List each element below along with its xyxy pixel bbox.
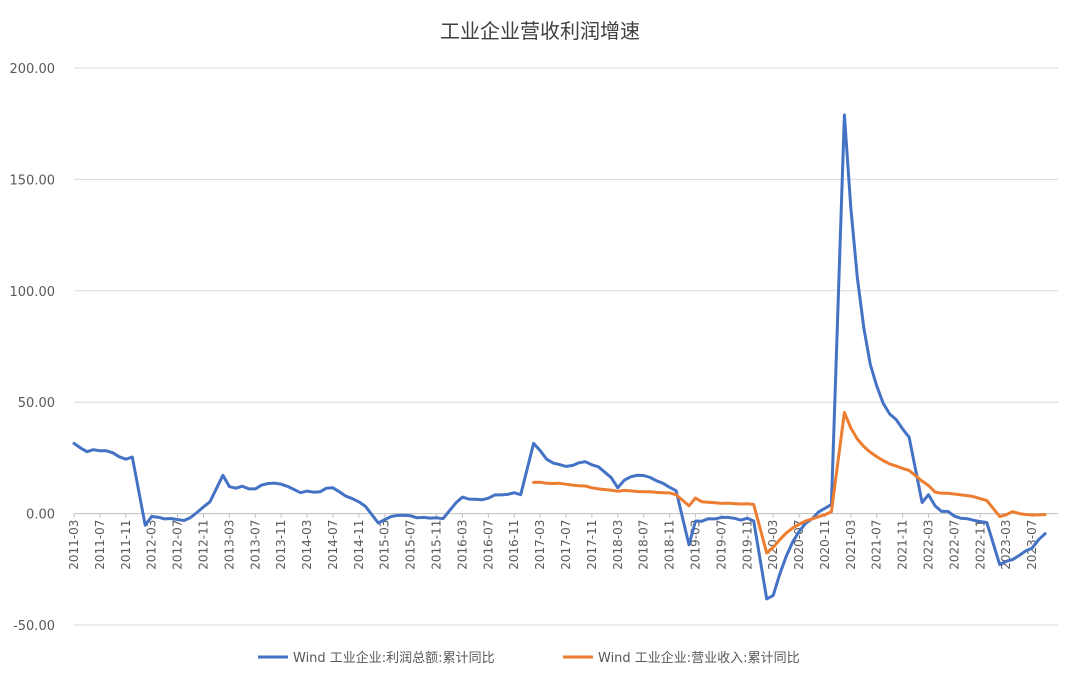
x-tick-label: 2014-07 [326,520,340,570]
x-tick-label: 2013-07 [248,520,262,570]
x-tick-label: 2022-07 [947,520,961,570]
y-axis-ticks: 200.00 150.00 100.00 50.00 0.00 -50.00 [10,62,56,634]
x-tick-label: 2021-03 [844,520,858,570]
x-tick-label: 2012-11 [196,520,210,570]
x-tick-label: 2015-07 [404,520,418,570]
x-tick-label: 2020-07 [792,520,806,570]
legend: Wind 工业企业:利润总额:累计同比 Wind 工业企业:营业收入:累计同比 [258,650,800,666]
x-tick-label: 2019-11 [740,520,754,570]
y-tick-label: 100.00 [10,285,56,300]
x-tick-label: 2017-03 [533,520,547,570]
y-tick-label: -50.00 [13,619,55,634]
x-tick-label: 2015-11 [430,520,444,570]
x-tick-label: 2012-03 [145,520,159,570]
legend-label-profit: Wind 工业企业:利润总额:累计同比 [293,650,495,666]
x-tick-label: 2016-07 [481,520,495,570]
x-tick-label: 2020-03 [766,520,780,570]
x-tick-label: 2019-07 [714,520,728,570]
x-tick-label: 2012-07 [171,520,185,570]
x-tick-label: 2014-11 [352,520,366,570]
x-tick-label: 2018-03 [611,520,625,570]
x-tick-label: 2023-03 [999,520,1013,570]
x-tick-label: 2011-03 [67,520,81,570]
gridlines [74,67,1058,626]
x-axis-ticks: 2011-03 2011-07 2011-11 2012-03 2012-07 2012-… [67,513,1039,570]
x-tick-label: 2021-11 [896,520,910,570]
x-tick-label: 2017-11 [585,520,599,570]
x-tick-label: 2017-07 [559,520,573,570]
series-lines [72,113,1047,601]
chart-title: 工业企业营收利润增速 [440,19,640,43]
x-tick-label: 2022-11 [973,520,987,570]
series-line-revenue [532,410,1047,555]
legend-label-revenue: Wind 工业企业:营业收入:累计同比 [598,650,800,666]
x-tick-label: 2023-07 [1025,520,1039,570]
x-tick-label: 2018-07 [637,520,651,570]
x-tick-label: 2013-11 [274,520,288,570]
x-tick-label: 2013-03 [222,520,236,570]
x-tick-label: 2011-07 [93,520,107,570]
x-tick-label: 2022-03 [922,520,936,570]
series-line-profit [72,113,1047,601]
x-tick-label: 2014-03 [300,520,314,570]
y-tick-label: 200.00 [10,62,56,77]
x-tick-label: 2015-03 [378,520,392,570]
x-tick-label: 2016-11 [507,520,521,570]
x-tick-label: 2011-11 [119,520,133,570]
x-tick-label: 2018-11 [663,520,677,570]
y-tick-label: 0.00 [26,508,55,523]
x-tick-label: 2016-03 [455,520,469,570]
x-tick-label: 2021-07 [870,520,884,570]
x-tick-label: 2020-11 [818,520,832,570]
y-tick-label: 50.00 [18,396,55,411]
y-tick-label: 150.00 [10,173,56,188]
